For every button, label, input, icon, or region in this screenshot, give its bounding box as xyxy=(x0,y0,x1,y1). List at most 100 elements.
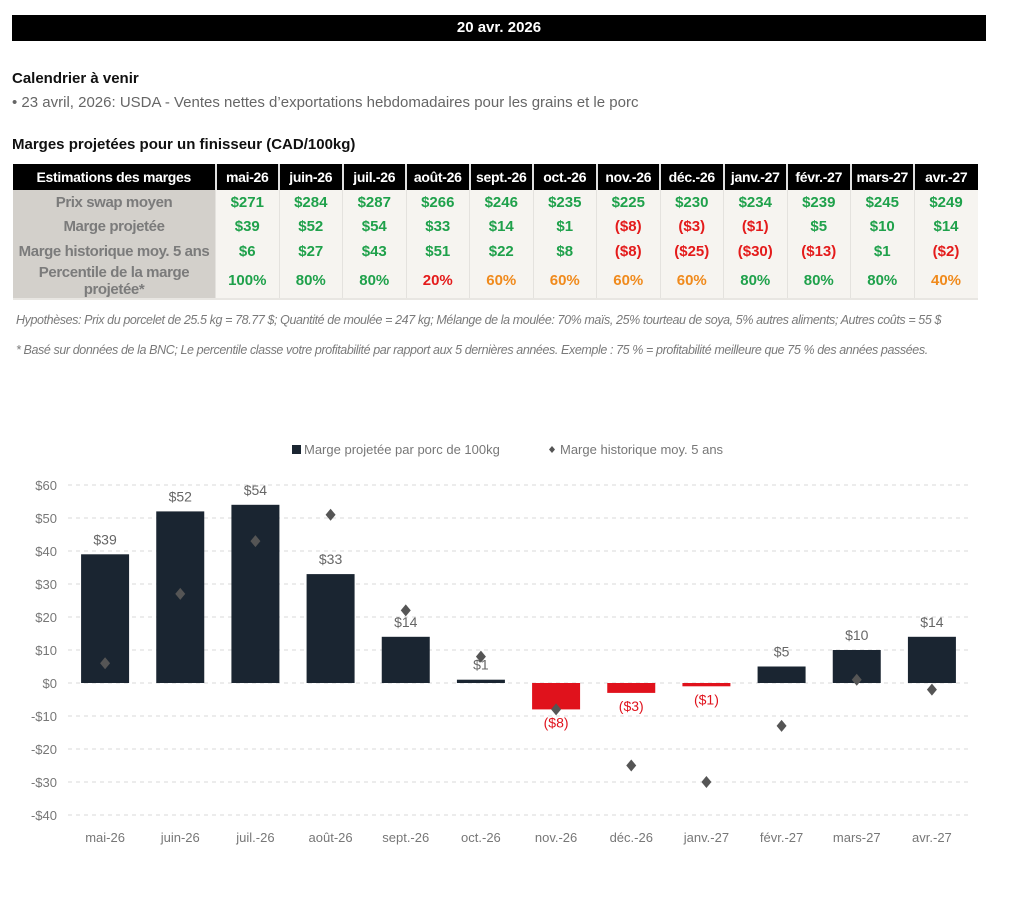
historic-marker xyxy=(250,535,261,548)
table-cell: $235 xyxy=(532,190,597,215)
x-tick-label: janv.-27 xyxy=(683,830,729,845)
bar xyxy=(231,504,280,683)
table-cell: $14 xyxy=(913,214,978,239)
x-tick-label: mai-26 xyxy=(85,830,125,845)
month-header: sept.-26 xyxy=(468,164,533,190)
table-cell: 80% xyxy=(850,263,914,300)
row-label: Percentile de la marge projetée* xyxy=(13,263,216,300)
calendar-item: • 23 avril, 2026: USDA - Ventes nettes d… xyxy=(12,94,639,111)
table-cell: $234 xyxy=(723,190,787,215)
month-header: juil.-26 xyxy=(341,164,406,190)
table-cell: $266 xyxy=(405,190,470,215)
bar xyxy=(381,636,430,683)
bar xyxy=(607,683,656,693)
percentile-footnote: * Basé sur données de la BNC; Le percent… xyxy=(16,343,928,357)
header-label: Estimations des marges xyxy=(13,164,216,190)
historic-marker xyxy=(851,673,862,686)
bar-data-label: $33 xyxy=(319,551,343,567)
table-cell: $1 xyxy=(850,239,914,264)
table-cell: ($8) xyxy=(596,239,660,264)
y-tick-label: $10 xyxy=(35,643,57,658)
table-cell: $239 xyxy=(786,190,851,215)
bar xyxy=(757,666,806,683)
historic-marker xyxy=(175,587,186,600)
bar-data-label: $54 xyxy=(244,482,268,498)
table-cell: ($25) xyxy=(659,239,724,264)
table-cell: ($3) xyxy=(659,214,724,239)
table-cell: $54 xyxy=(342,214,406,239)
bar-data-label: ($8) xyxy=(544,714,569,730)
legend-diamond-icon xyxy=(549,446,555,453)
table-cell: 80% xyxy=(786,263,851,300)
y-tick-label: $40 xyxy=(35,544,57,559)
row-label: Prix swap moyen xyxy=(13,190,216,215)
table-cell: ($2) xyxy=(913,239,978,264)
row-label: Marge projetée xyxy=(13,214,216,239)
month-header: mai-26 xyxy=(214,164,279,190)
x-tick-label: avr.-27 xyxy=(912,830,952,845)
table-cell: 80% xyxy=(278,263,343,300)
table-row: Percentile de la marge projetée* 100% 80% 8… xyxy=(13,263,978,300)
y-tick-label: $60 xyxy=(35,478,57,493)
y-tick-label: -$10 xyxy=(31,709,57,724)
historic-marker xyxy=(626,759,637,772)
table-cell: $10 xyxy=(850,214,914,239)
legend-marker-label: Marge historique moy. 5 ans xyxy=(560,442,724,457)
assumptions-note: Hypothèses: Prix du porcelet de 25.5 kg … xyxy=(16,313,942,327)
y-tick-label: -$20 xyxy=(31,742,57,757)
table-cell: $8 xyxy=(532,239,597,264)
y-tick-label: $50 xyxy=(35,511,57,526)
x-tick-label: mars-27 xyxy=(833,830,881,845)
table-cell: $43 xyxy=(342,239,406,264)
table-cell: ($1) xyxy=(723,214,787,239)
bar xyxy=(682,683,731,687)
table-header-row: Estimations des marges mai-26 juin-26 juil… xyxy=(13,164,978,190)
x-tick-label: juil.-26 xyxy=(235,830,274,845)
chart-legend: Marge projetée par porc de 100kg Marge h… xyxy=(292,442,724,457)
bar-data-label: $52 xyxy=(169,488,193,504)
month-header: janv.-27 xyxy=(722,164,787,190)
month-header: nov.-26 xyxy=(595,164,660,190)
bar-data-label: ($3) xyxy=(619,698,644,714)
table-cell: $225 xyxy=(596,190,660,215)
x-tick-label: déc.-26 xyxy=(610,830,653,845)
historic-marker xyxy=(926,683,937,696)
margins-table-title: Marges projetées pour un finisseur (CAD/… xyxy=(12,136,356,153)
x-tick-label: juin-26 xyxy=(160,830,200,845)
table-cell: 100% xyxy=(215,263,279,300)
table-cell: $1 xyxy=(532,214,597,239)
y-tick-label: $0 xyxy=(43,676,57,691)
x-tick-label: nov.-26 xyxy=(535,830,577,845)
month-header: déc.-26 xyxy=(659,164,724,190)
table-cell: $6 xyxy=(215,239,279,264)
bar-data-label: $10 xyxy=(845,627,869,643)
table-cell: $14 xyxy=(469,214,533,239)
table-cell: $246 xyxy=(469,190,533,215)
historic-marker xyxy=(475,650,486,663)
table-row: Marge historique moy. 5 ans $6 $27 $43 $51 $2… xyxy=(13,239,978,264)
month-header: mars-27 xyxy=(849,164,914,190)
month-header: févr.-27 xyxy=(786,164,851,190)
table-cell: ($13) xyxy=(786,239,851,264)
bar-data-label: ($1) xyxy=(694,691,719,707)
table-row: Prix swap moyen $271 $284 $287 $266 $246 $235 $… xyxy=(13,190,978,215)
month-header: oct.-26 xyxy=(532,164,597,190)
table-cell: $33 xyxy=(405,214,470,239)
legend-bar-label: Marge projetée par porc de 100kg xyxy=(304,442,500,457)
table-cell: $27 xyxy=(278,239,343,264)
table-cell: $287 xyxy=(342,190,406,215)
table-cell: 20% xyxy=(405,263,470,300)
bar xyxy=(907,636,956,683)
x-tick-label: sept.-26 xyxy=(382,830,429,845)
table-cell: $230 xyxy=(659,190,724,215)
month-header: juin-26 xyxy=(278,164,343,190)
historic-marker xyxy=(701,776,712,788)
table-cell: $22 xyxy=(469,239,533,264)
table-cell: 80% xyxy=(723,263,787,300)
calendar-title: Calendrier à venir xyxy=(12,70,139,87)
bar-data-label: $14 xyxy=(920,614,944,630)
bar xyxy=(456,679,505,683)
margin-chart: Marge projetée par porc de 100kg Marge h… xyxy=(31,442,970,845)
x-tick-label: févr.-27 xyxy=(760,830,803,845)
historic-marker xyxy=(776,719,787,732)
